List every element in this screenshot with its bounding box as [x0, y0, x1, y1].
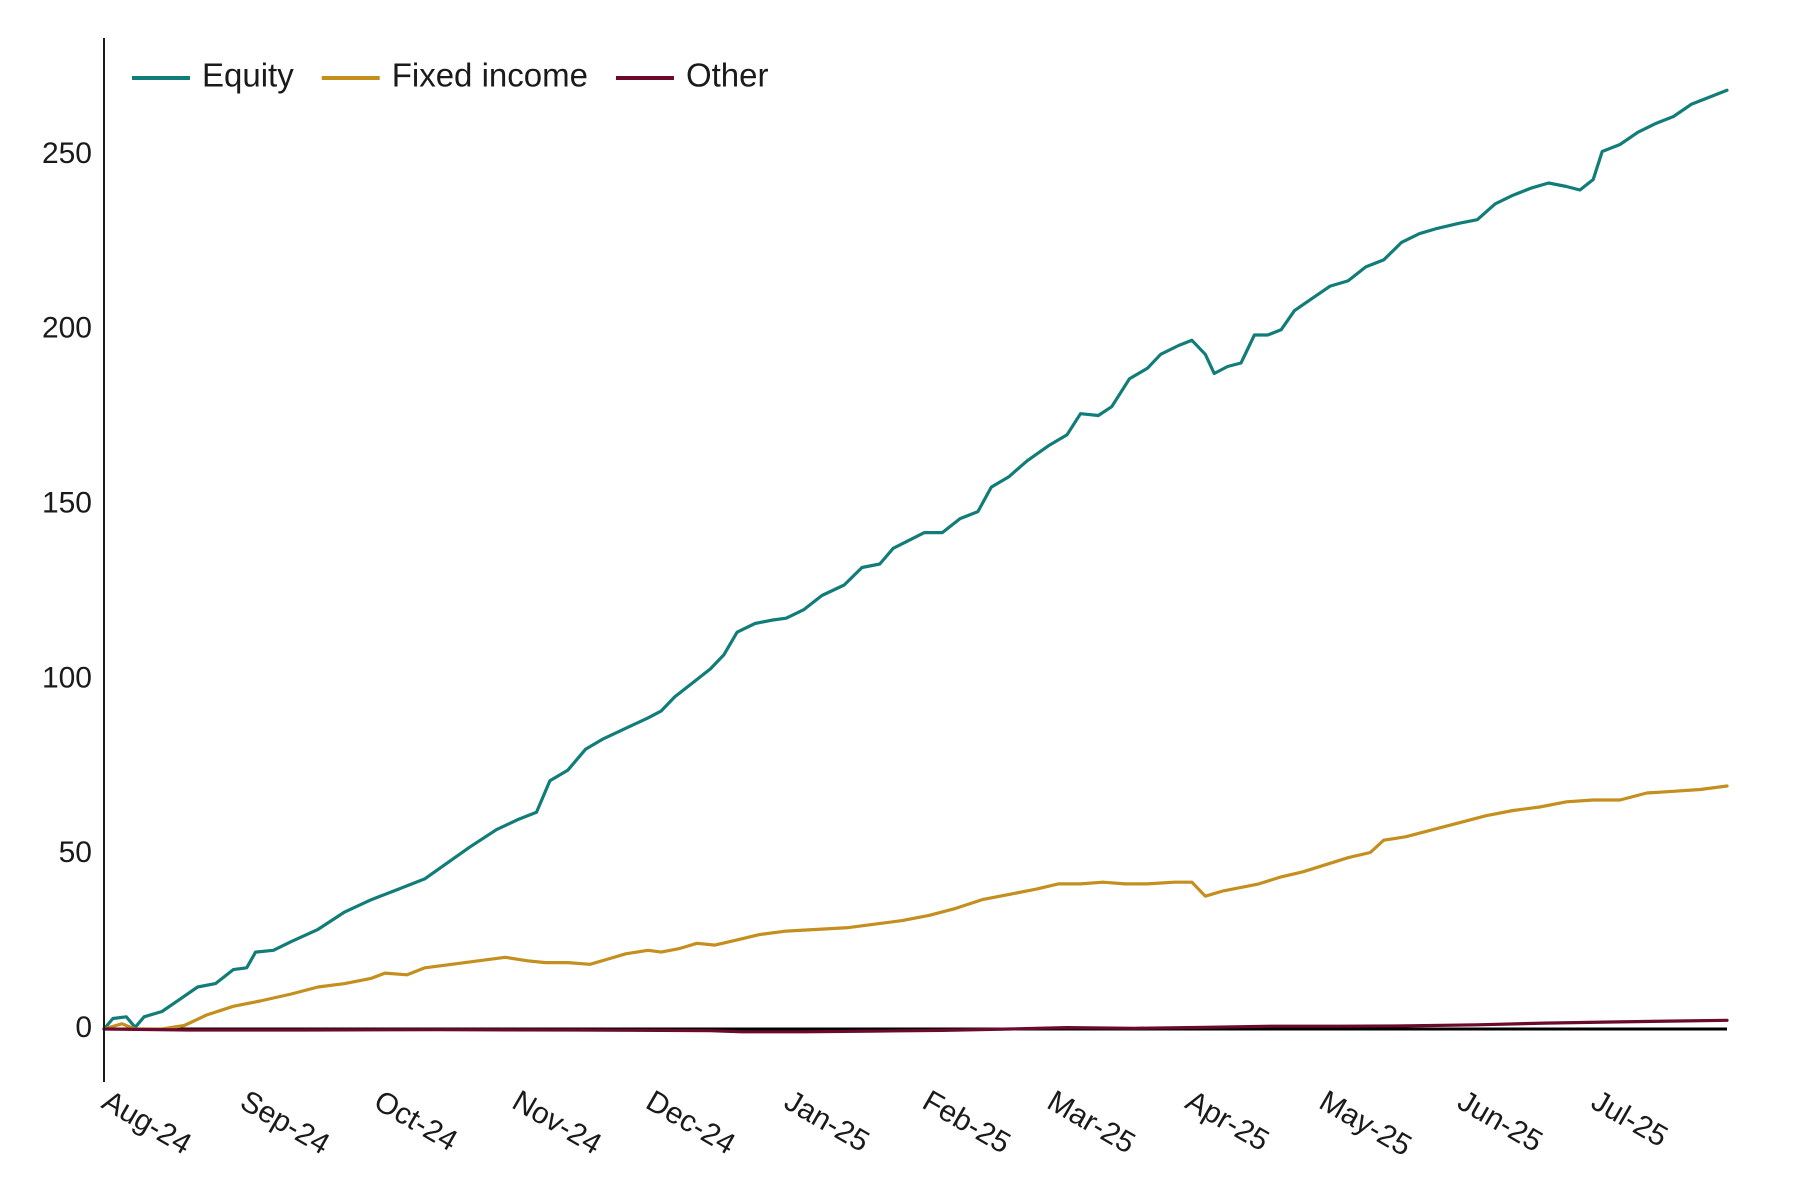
- x-tick-label: Dec-24: [641, 1084, 741, 1161]
- legend-label: Other: [686, 57, 769, 94]
- x-tick-label: Jan-25: [779, 1084, 875, 1158]
- x-tick-label: Nov-24: [507, 1084, 607, 1161]
- x-tick-label: Feb-25: [917, 1084, 1016, 1160]
- legend-label: Fixed income: [392, 57, 588, 94]
- y-tick-label: 200: [42, 312, 92, 345]
- series-line-equity: [102, 88, 1729, 1031]
- plot-area: [102, 88, 1729, 1034]
- x-tick-label: May-25: [1314, 1084, 1417, 1163]
- y-tick-label: 150: [42, 487, 92, 520]
- y-tick-label: 250: [42, 137, 92, 170]
- series-line-other: [102, 1018, 1729, 1034]
- x-tick-label: Jul-25: [1586, 1084, 1673, 1153]
- series-line-fixed-income: [102, 784, 1729, 1031]
- legend: Equity Fixed income Other: [132, 57, 769, 94]
- x-tick-label: Aug-24: [97, 1084, 197, 1161]
- x-tick-label: Sep-24: [235, 1084, 335, 1161]
- x-tick-label: Mar-25: [1042, 1084, 1141, 1160]
- x-tick-label: Jun-25: [1452, 1084, 1548, 1158]
- y-tick-label: 50: [59, 836, 92, 869]
- x-tick-label: Oct-24: [369, 1084, 463, 1158]
- legend-label: Equity: [202, 57, 294, 94]
- y-tick-label: 0: [75, 1011, 92, 1044]
- x-tick-label: Apr-25: [1180, 1084, 1274, 1158]
- y-tick-label: 100: [42, 661, 92, 694]
